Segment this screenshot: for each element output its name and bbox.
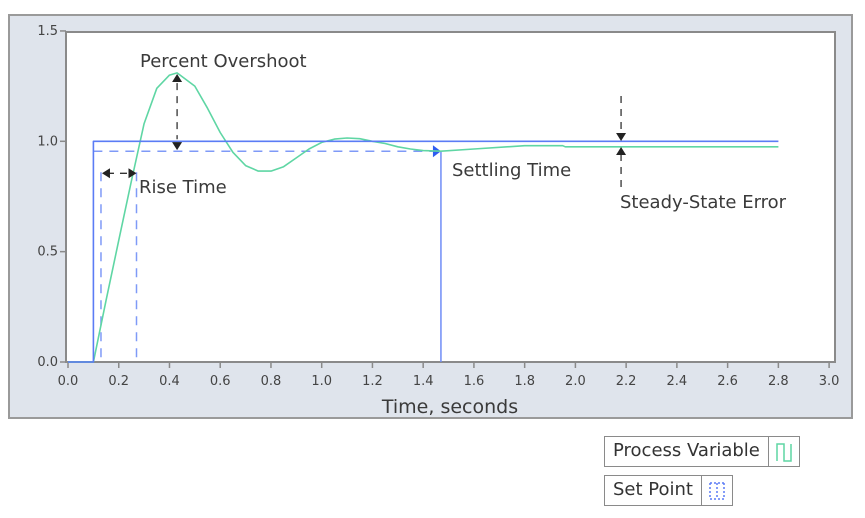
x-tick-label: 2.6 [717, 374, 738, 389]
x-tick-label: 2.2 [616, 374, 637, 389]
legend-item-set-point[interactable]: Set Point [604, 475, 733, 506]
x-tick-label: 0.2 [108, 374, 129, 389]
series-line [68, 140, 779, 363]
x-tick-label: 2.4 [667, 374, 688, 389]
y-tick-label: 1.0 [37, 134, 58, 149]
square-wave-icon [767, 437, 799, 466]
annotation-label: Steady-State Error [620, 192, 787, 213]
x-tick-label: 0.8 [261, 374, 282, 389]
plot-area [65, 31, 836, 363]
y-tick-label: 1.5 [37, 24, 58, 39]
annotations: Percent Overshoot Rise Time Settling Time S… [101, 51, 787, 213]
series-line [68, 72, 779, 363]
x-tick-label: 1.4 [413, 374, 434, 389]
x-tick-label: 0.0 [58, 374, 79, 389]
y-tick-label: 0.0 [37, 355, 58, 370]
x-tick-label: 2.0 [565, 374, 586, 389]
x-tick-label: 1.2 [362, 374, 383, 389]
annotation-label: Percent Overshoot [140, 51, 307, 72]
x-tick-label: 0.4 [159, 374, 180, 389]
step-response-chart: 0.0 0.2 0.4 0.6 0.8 1.0 1.2 1.4 1.6 1.8 2.0 2.2 2.4 2… [37, 24, 839, 418]
x-tick-label: 1.8 [514, 374, 535, 389]
x-tick-label: 1.0 [311, 374, 332, 389]
series [68, 72, 779, 363]
dotted-box-icon [700, 476, 732, 505]
axes: 0.0 0.2 0.4 0.6 0.8 1.0 1.2 1.4 1.6 1.8 2.0 2.2 2.4 2… [37, 24, 839, 389]
x-tick-label: 0.6 [210, 374, 231, 389]
y-tick-label: 0.5 [37, 245, 58, 260]
annotation-label: Settling Time [452, 160, 571, 181]
legend-label: Set Point [613, 479, 693, 500]
x-tick-label: 1.6 [464, 374, 485, 389]
x-tick-label: 2.8 [768, 374, 789, 389]
legend-label: Process Variable [613, 440, 760, 461]
legend-item-process-variable[interactable]: Process Variable [604, 436, 800, 467]
x-axis-label: Time, seconds [381, 396, 518, 418]
x-tick-label: 3.0 [819, 374, 840, 389]
annotation-label: Rise Time [139, 177, 227, 198]
